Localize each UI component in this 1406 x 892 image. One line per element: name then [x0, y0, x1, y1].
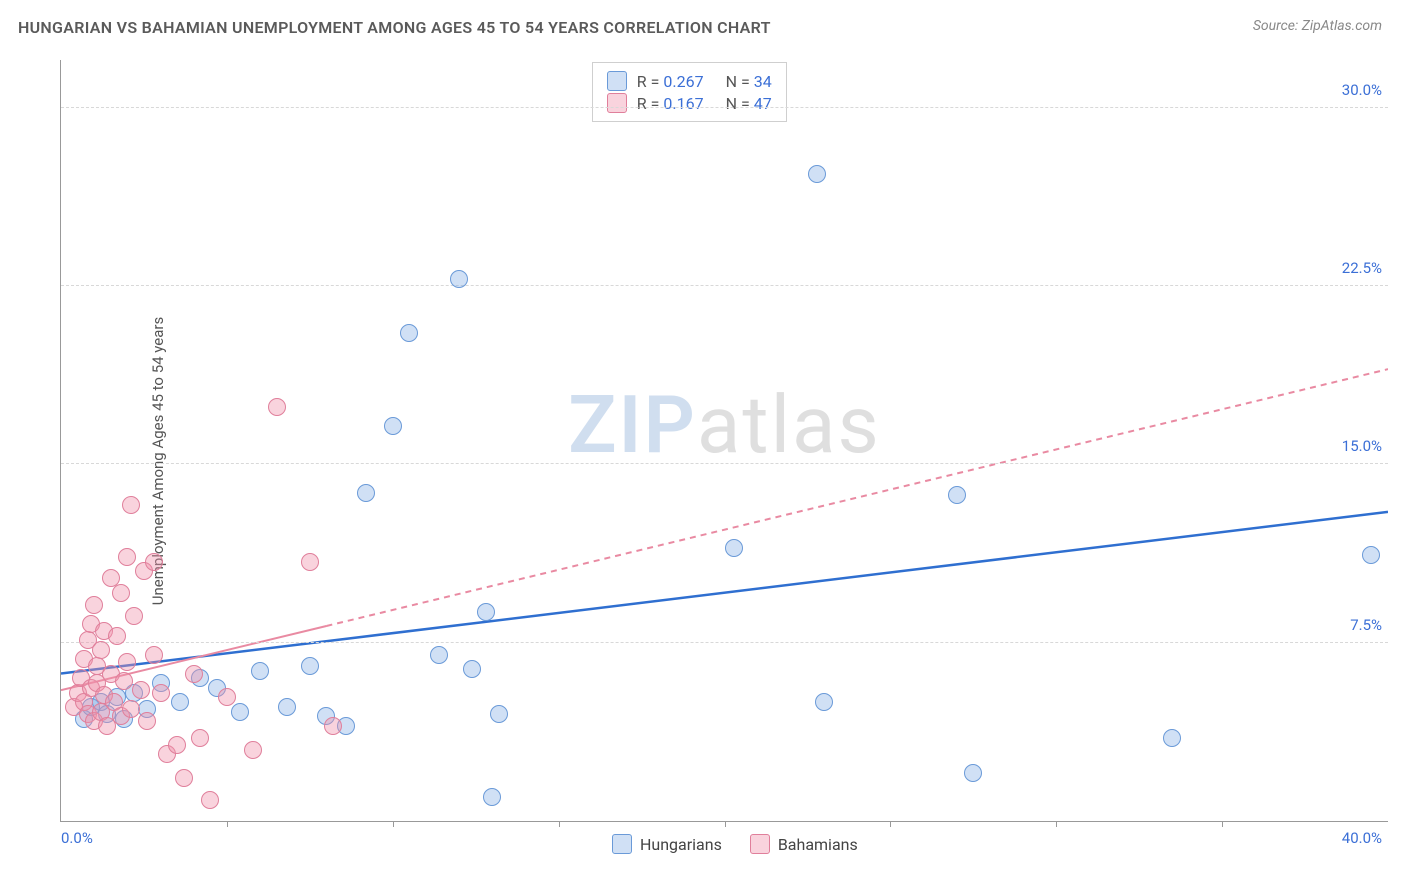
source-attribution: Source: ZipAtlas.com	[1253, 18, 1382, 34]
data-point	[301, 657, 319, 675]
correlation-legend: R =0.267 N =34 R =0.167 N =47	[592, 62, 787, 122]
data-point	[483, 788, 501, 806]
watermark: ZIPatlas	[568, 378, 881, 472]
legend-row-hungarians: R =0.267 N =34	[607, 71, 772, 91]
data-point	[218, 688, 236, 706]
data-point	[92, 641, 110, 659]
legend-row-bahamians: R =0.167 N =47	[607, 93, 772, 113]
x-tick	[1056, 821, 1057, 827]
data-point	[185, 665, 203, 683]
data-point	[357, 484, 375, 502]
legend-item-bahamians: Bahamians	[750, 834, 858, 854]
data-point	[1163, 729, 1181, 747]
x-tick	[1222, 821, 1223, 827]
data-point	[301, 553, 319, 571]
legend-swatch-hungarians	[607, 71, 627, 91]
data-point	[490, 705, 508, 723]
n-label: N =	[726, 72, 750, 91]
x-tick	[725, 821, 726, 827]
data-point	[118, 548, 136, 566]
legend-stats-bahamians: R =0.167 N =47	[637, 94, 772, 113]
data-point	[115, 672, 133, 690]
data-point	[138, 712, 156, 730]
trend-lines	[61, 60, 1388, 821]
n-value-bahamians: 47	[754, 94, 772, 113]
legend-swatch-bahamians	[607, 93, 627, 113]
data-point	[145, 646, 163, 664]
data-point	[251, 662, 269, 680]
legend-item-hungarians: Hungarians	[612, 834, 722, 854]
legend-swatch-bahamians	[750, 834, 770, 854]
data-point	[168, 736, 186, 754]
data-point	[171, 693, 189, 711]
data-point	[152, 684, 170, 702]
data-point	[1362, 546, 1380, 564]
data-point	[201, 791, 219, 809]
data-point	[384, 417, 402, 435]
watermark-part2: atlas	[697, 378, 881, 472]
data-point	[125, 607, 143, 625]
legend-label-bahamians: Bahamians	[778, 835, 858, 854]
r-label: R =	[637, 94, 660, 113]
data-point	[477, 603, 495, 621]
data-point	[112, 584, 130, 602]
data-point	[725, 539, 743, 557]
data-point	[85, 596, 103, 614]
gridline	[61, 642, 1388, 643]
data-point	[132, 681, 150, 699]
chart-title: HUNGARIAN VS BAHAMIAN UNEMPLOYMENT AMONG…	[18, 18, 771, 37]
n-value-hungarians: 34	[754, 72, 772, 91]
data-point	[118, 653, 136, 671]
data-point	[964, 764, 982, 782]
gridline	[61, 107, 1388, 108]
data-point	[145, 553, 163, 571]
x-tick	[393, 821, 394, 827]
data-point	[463, 660, 481, 678]
y-tick-label: 22.5%	[1342, 259, 1382, 277]
gridline	[61, 285, 1388, 286]
r-label: R =	[637, 72, 660, 91]
data-point	[450, 270, 468, 288]
plot-area: ZIPatlas R =0.267 N =34 R =0.167 N =47 0…	[60, 60, 1388, 822]
legend-stats-hungarians: R =0.267 N =34	[637, 72, 772, 91]
data-point	[430, 646, 448, 664]
x-max-label: 40.0%	[1342, 829, 1382, 847]
watermark-part1: ZIP	[568, 378, 697, 472]
data-point	[244, 741, 262, 759]
series-legend: Hungarians Bahamians	[612, 834, 858, 854]
x-tick	[227, 821, 228, 827]
data-point	[268, 398, 286, 416]
data-point	[122, 496, 140, 514]
data-point	[815, 693, 833, 711]
data-point	[400, 324, 418, 342]
data-point	[948, 486, 966, 504]
data-point	[231, 703, 249, 721]
legend-swatch-hungarians	[612, 834, 632, 854]
data-point	[175, 769, 193, 787]
y-tick-label: 7.5%	[1350, 616, 1382, 634]
x-tick	[559, 821, 560, 827]
data-point	[808, 165, 826, 183]
chart-container: Unemployment Among Ages 45 to 54 years Z…	[50, 60, 1388, 862]
data-point	[122, 700, 140, 718]
y-tick-label: 30.0%	[1342, 81, 1382, 99]
gridline	[61, 463, 1388, 464]
legend-label-hungarians: Hungarians	[640, 835, 722, 854]
r-value-hungarians: 0.267	[663, 72, 703, 91]
data-point	[324, 717, 342, 735]
data-point	[191, 729, 209, 747]
x-tick	[890, 821, 891, 827]
x-min-label: 0.0%	[61, 829, 93, 847]
y-tick-label: 15.0%	[1342, 437, 1382, 455]
data-point	[108, 627, 126, 645]
data-point	[278, 698, 296, 716]
r-value-bahamians: 0.167	[663, 94, 703, 113]
n-label: N =	[726, 94, 750, 113]
